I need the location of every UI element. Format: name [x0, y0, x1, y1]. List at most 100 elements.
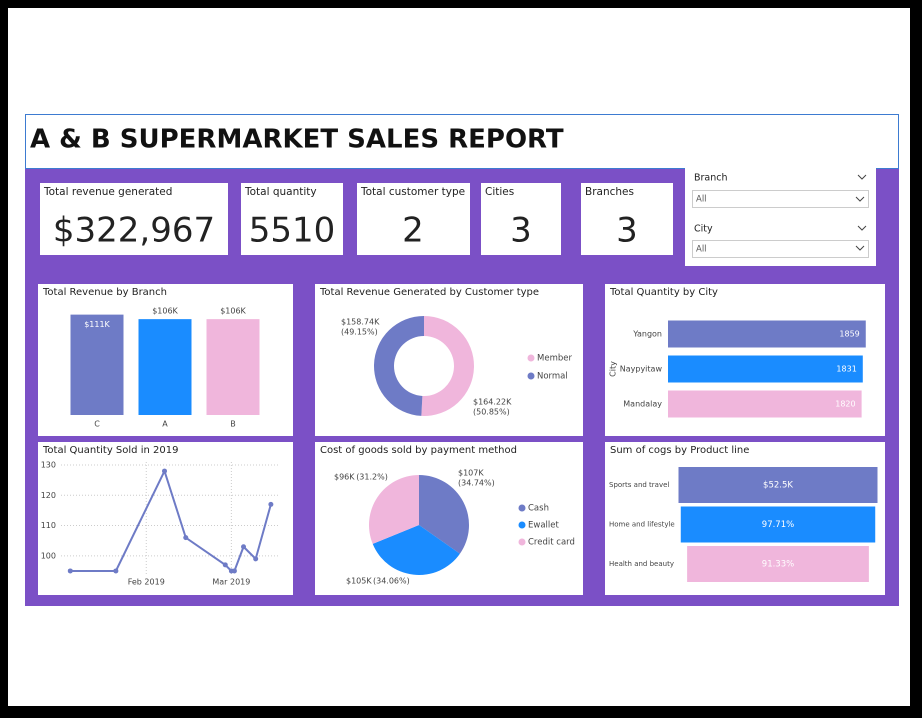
- x-tick-label: B: [230, 420, 236, 429]
- chart-title: Sum of cogs by Product line: [610, 445, 749, 456]
- x-tick-label: Feb 2019: [128, 578, 165, 587]
- data-label: 1859: [839, 330, 859, 339]
- bar: [678, 467, 878, 503]
- legend-label: Ewallet: [528, 521, 559, 531]
- slicer-label: Branch: [694, 173, 728, 184]
- slicer-selection[interactable]: All: [696, 245, 707, 255]
- card-value: 3: [616, 211, 638, 251]
- slicer-selection[interactable]: All: [696, 195, 707, 205]
- y-tick-label: Mandalay: [623, 400, 662, 409]
- bar: [687, 546, 869, 582]
- x-tick-label: A: [162, 420, 168, 429]
- share-label: (31.2%): [356, 473, 388, 482]
- legend-swatch: [518, 504, 526, 512]
- data-label: 1820: [835, 400, 855, 409]
- point: [222, 562, 228, 568]
- donut-slice: [373, 316, 424, 416]
- title-box: [25, 114, 899, 169]
- chart-title: Total Quantity Sold in 2019: [42, 445, 178, 456]
- bar: [668, 390, 862, 418]
- point: [241, 544, 247, 550]
- chart-title: Total Quantity by City: [609, 287, 718, 298]
- card-value: 5510: [249, 211, 336, 251]
- legend-label: Credit card: [528, 538, 575, 548]
- y-tick-label: Yangon: [632, 330, 662, 339]
- data-label: $111K: [84, 320, 110, 329]
- legend-label: Cash: [528, 504, 549, 514]
- category-label: Sports and travel: [609, 481, 669, 489]
- chart-title: Total Revenue by Branch: [42, 287, 167, 298]
- legend-swatch: [518, 521, 526, 529]
- card-label: Branches: [585, 186, 634, 198]
- bar: [668, 355, 863, 383]
- data-label: $105K: [346, 577, 372, 586]
- card-value: 2: [402, 211, 424, 251]
- slicer-dropdown[interactable]: [692, 240, 869, 258]
- data-label: 91.33%: [762, 560, 794, 570]
- share-label: (34.06%): [373, 577, 410, 586]
- dropdown-icon: [855, 196, 865, 202]
- data-label: 97.71%: [762, 520, 794, 530]
- bar: [668, 320, 866, 348]
- slicer-dropdown[interactable]: [692, 190, 869, 208]
- dropdown-icon: [855, 245, 865, 251]
- data-label: $106K: [152, 307, 178, 316]
- bar: [138, 319, 192, 415]
- card: [481, 183, 561, 255]
- legend-label: Normal: [537, 372, 568, 382]
- donut-slice: [421, 316, 474, 416]
- legend-label: Member: [537, 354, 572, 364]
- card-label: Cities: [485, 186, 514, 198]
- chart-title: Cost of goods sold by payment method: [320, 445, 517, 456]
- bar: [70, 314, 124, 415]
- chart-panel: [315, 284, 583, 436]
- bar: [680, 506, 876, 543]
- bar: [206, 319, 260, 415]
- collapse-icon[interactable]: [857, 225, 867, 231]
- card: [241, 183, 343, 255]
- x-tick-label: Mar 2019: [212, 578, 250, 587]
- data-label: 1831: [836, 365, 856, 374]
- share-label: (49.15%): [341, 328, 378, 337]
- card-value: $322,967: [53, 211, 215, 251]
- card: [40, 183, 228, 255]
- point: [183, 535, 189, 541]
- share-label: (34.74%): [458, 479, 495, 488]
- y-tick-label: Naypyitaw: [620, 365, 663, 374]
- card-label: Total customer type: [360, 186, 465, 198]
- slicer-label: City: [694, 224, 713, 235]
- card: [357, 183, 470, 255]
- card-value: 3: [510, 211, 532, 251]
- data-label: $106K: [220, 307, 246, 316]
- chart-panel: [38, 442, 293, 595]
- data-label: $107K: [458, 469, 484, 478]
- point: [253, 556, 259, 562]
- y-tick-label: 100: [41, 551, 56, 560]
- legend-swatch: [527, 372, 535, 380]
- point: [67, 568, 73, 574]
- category-label: Health and beauty: [609, 560, 674, 568]
- pie-slice: [372, 525, 460, 575]
- legend-swatch: [518, 538, 526, 546]
- axis-title: City: [609, 361, 618, 377]
- category-label: Home and lifestyle: [609, 521, 675, 529]
- y-tick-label: 130: [41, 461, 56, 470]
- line: [70, 468, 272, 572]
- chart-title: Total Revenue Generated by Customer type: [319, 287, 539, 298]
- card-label: Total quantity: [244, 186, 317, 198]
- x-tick-label: C: [94, 420, 100, 429]
- legend-swatch: [527, 354, 535, 362]
- data-label: $96K: [334, 473, 355, 482]
- report-title: A & B SUPERMARKET SALES REPORT: [30, 125, 564, 155]
- data-label: $52.5K: [763, 481, 793, 491]
- pie-slice: [369, 475, 419, 544]
- collapse-icon[interactable]: [857, 174, 867, 180]
- point: [231, 568, 237, 574]
- point: [162, 468, 167, 474]
- data-label: $164.22K: [473, 398, 512, 407]
- card-label: Total revenue generated: [43, 186, 172, 198]
- share-label: (50.85%): [473, 408, 510, 417]
- point: [268, 501, 274, 507]
- pie-slice: [419, 475, 469, 554]
